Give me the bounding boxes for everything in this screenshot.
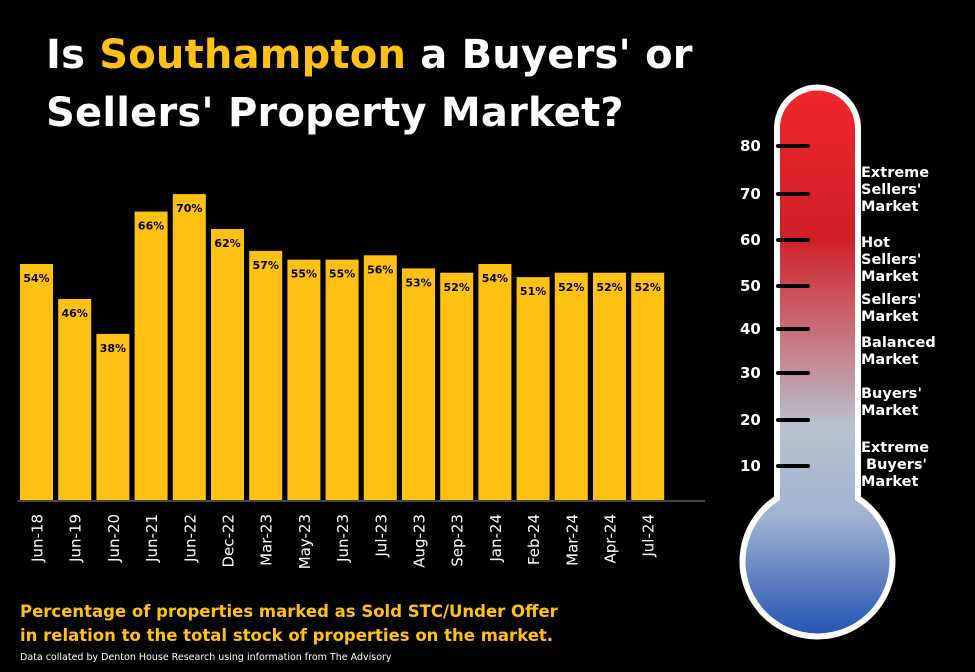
x-tick-label: Jun-22 (181, 514, 199, 563)
thermometer-scale-label: 80 (740, 137, 761, 155)
x-tick-label: Jul-24 (640, 514, 658, 558)
data-label: 54% (23, 272, 49, 285)
data-label: 55% (329, 268, 355, 281)
zone-label: Balanced Market (861, 335, 936, 369)
zone-label-line: Sellers' (861, 252, 922, 268)
bar-Jun-22 (172, 194, 206, 500)
zone-label-line: Market (861, 474, 919, 490)
x-tick-label: Aug-23 (411, 514, 429, 568)
caption-line-2: in relation to the total stock of proper… (20, 626, 554, 645)
x-tick-label: Jul-23 (372, 514, 390, 558)
data-label: 51% (520, 285, 546, 298)
page-title: Is Southampton a Buyers' or Sellers' Pro… (46, 26, 693, 142)
caption-line-1: Percentage of properties marked as Sold … (20, 602, 558, 621)
thermometer-scale-label: 20 (740, 411, 761, 429)
bar-Jun-18 (20, 264, 53, 500)
title-line-2: Sellers' Property Market? (46, 90, 624, 136)
x-tick-label: Apr-24 (602, 514, 620, 564)
zone-label: Hot Sellers' Market (861, 235, 921, 286)
zone-label-line: Market (861, 352, 919, 368)
bar-Jun-23 (325, 259, 359, 500)
zone-label-line: Buyers' (861, 386, 922, 402)
bar-Jun-19 (58, 298, 92, 500)
x-tick-label: Jun-18 (29, 514, 47, 563)
x-tick-label: May-23 (296, 514, 314, 569)
thermometer-scale-label: 60 (740, 231, 761, 249)
x-tick-label: Feb-24 (525, 514, 543, 565)
zone-label: Sellers' Market (861, 292, 921, 326)
data-label: 53% (405, 276, 431, 289)
x-tick-label: Dec-22 (220, 514, 238, 568)
bar-Aug-23 (402, 268, 435, 500)
x-tick-label: Jun-20 (105, 514, 123, 563)
source-note: Data collated by Denton House Research u… (20, 652, 392, 663)
data-label: 54% (482, 272, 508, 285)
data-label: 70% (176, 202, 202, 215)
bar-Mar-23 (249, 250, 283, 500)
x-tick-label: Jun-19 (67, 514, 85, 563)
data-label: 52% (635, 281, 661, 294)
title-suffix: a Buyers' or (406, 32, 693, 78)
data-label: 66% (138, 220, 164, 233)
zone-label-line: Buyers' (861, 457, 927, 473)
bar-Jun-20 (96, 333, 130, 500)
bar-Mar-24 (554, 272, 588, 500)
x-tick-label: Jun-23 (334, 514, 352, 563)
bar-Jun-21 (134, 211, 168, 500)
thermometer-scale-label: 10 (740, 457, 761, 475)
zone-label-line: Sellers' (861, 182, 922, 198)
chart-caption: Percentage of properties marked as Sold … (20, 600, 558, 648)
data-label: 52% (596, 281, 622, 294)
zone-label-line: Extreme (861, 440, 930, 456)
x-tick-label: Jan-24 (487, 514, 505, 563)
zone-label-line: Hot (861, 235, 891, 251)
zone-label-line: Market (861, 269, 919, 285)
data-label: 52% (444, 281, 470, 294)
data-label: 56% (367, 263, 393, 276)
bar-Jan-24 (478, 264, 512, 500)
zone-label-line: Balanced (861, 335, 936, 351)
title-city: Southampton (99, 32, 407, 78)
bar-May-23 (287, 259, 321, 500)
bar-Sep-23 (440, 272, 474, 500)
zone-label: Extreme Buyers' Market (861, 440, 929, 491)
zone-label-line: Market (861, 309, 919, 325)
zone-label-line: Extreme (861, 165, 930, 181)
thermometer-scale-label: 40 (740, 320, 761, 338)
x-tick-label: Jun-21 (143, 514, 161, 563)
zone-label: Buyers' Market (861, 386, 922, 420)
x-tick-label: Mar-24 (563, 514, 581, 566)
bar-Jul-23 (363, 255, 397, 500)
zone-label-line: Market (861, 403, 919, 419)
title-prefix: Is (46, 32, 100, 78)
x-tick-label: Mar-23 (258, 514, 276, 566)
bar-chart: 54% Jun-18 46% Jun-19 38% Jun-20 66% Jun-21 70% J… (18, 194, 705, 569)
data-label: 52% (558, 281, 584, 294)
thermometer-scale-label: 30 (740, 364, 761, 382)
bar-Dec-22 (211, 229, 244, 500)
bar-Jul-24 (631, 272, 665, 500)
bar-Apr-24 (593, 272, 626, 500)
x-tick-label: Sep-23 (449, 514, 467, 567)
data-label: 57% (253, 259, 279, 272)
zone-label: Extreme Sellers' Market (861, 165, 929, 216)
thermometer-scale-label: 50 (740, 277, 761, 295)
data-label: 62% (214, 237, 240, 250)
data-label: 46% (62, 307, 88, 320)
thermometer-graphic: 80 70 60 50 40 30 20 10 (739, 84, 896, 640)
zone-label-line: Sellers' (861, 292, 922, 308)
thermometer-scale-label: 70 (740, 185, 761, 203)
bar-Feb-24 (516, 277, 550, 500)
data-label: 55% (291, 268, 317, 281)
zone-label-line: Market (861, 199, 919, 215)
data-label: 38% (100, 342, 126, 355)
